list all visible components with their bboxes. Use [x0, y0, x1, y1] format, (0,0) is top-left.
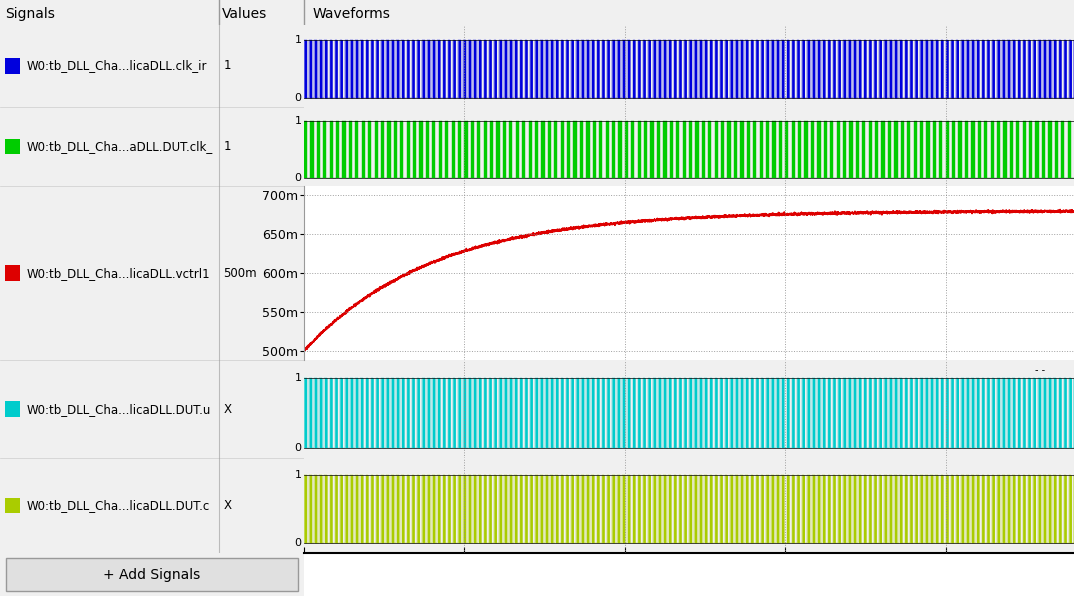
FancyBboxPatch shape	[6, 558, 297, 591]
Text: W0:tb_DLL_Cha...licaDLL.vctrl1: W0:tb_DLL_Cha...licaDLL.vctrl1	[27, 267, 211, 280]
Text: W0:tb_DLL_Cha...licaDLL.DUT.u: W0:tb_DLL_Cha...licaDLL.DUT.u	[27, 403, 212, 415]
Bar	[5, 265, 20, 281]
Text: X: X	[223, 403, 231, 415]
Text: 500m: 500m	[223, 267, 257, 280]
Text: 0: 0	[294, 173, 302, 182]
Bar	[5, 401, 20, 417]
Text: 1: 1	[223, 60, 231, 73]
Text: Waveforms: Waveforms	[313, 7, 391, 21]
Text: 1: 1	[294, 116, 302, 126]
Text: + Add Signals: + Add Signals	[103, 567, 201, 582]
Text: W0:tb_DLL_Cha...aDLL.DUT.clk_: W0:tb_DLL_Cha...aDLL.DUT.clk_	[27, 140, 213, 153]
Text: 1: 1	[294, 35, 302, 45]
Text: 1: 1	[294, 470, 302, 480]
Text: Values: Values	[222, 7, 267, 21]
Text: W0:tb_DLL_Cha...licaDLL.DUT.c: W0:tb_DLL_Cha...licaDLL.DUT.c	[27, 499, 211, 512]
Text: W0:tb_DLL_Cha...licaDLL.clk_ir: W0:tb_DLL_Cha...licaDLL.clk_ir	[27, 60, 207, 73]
Text: 0: 0	[294, 538, 302, 548]
Bar	[5, 138, 20, 154]
Bar	[5, 498, 20, 514]
Text: 0: 0	[294, 93, 302, 103]
Text: 0: 0	[294, 443, 302, 452]
Text: 1: 1	[294, 372, 302, 383]
Bar	[5, 58, 20, 74]
Text: - -: - -	[1035, 365, 1045, 375]
Text: X: X	[223, 499, 231, 512]
Text: Signals: Signals	[5, 7, 55, 21]
Text: 1: 1	[223, 140, 231, 153]
